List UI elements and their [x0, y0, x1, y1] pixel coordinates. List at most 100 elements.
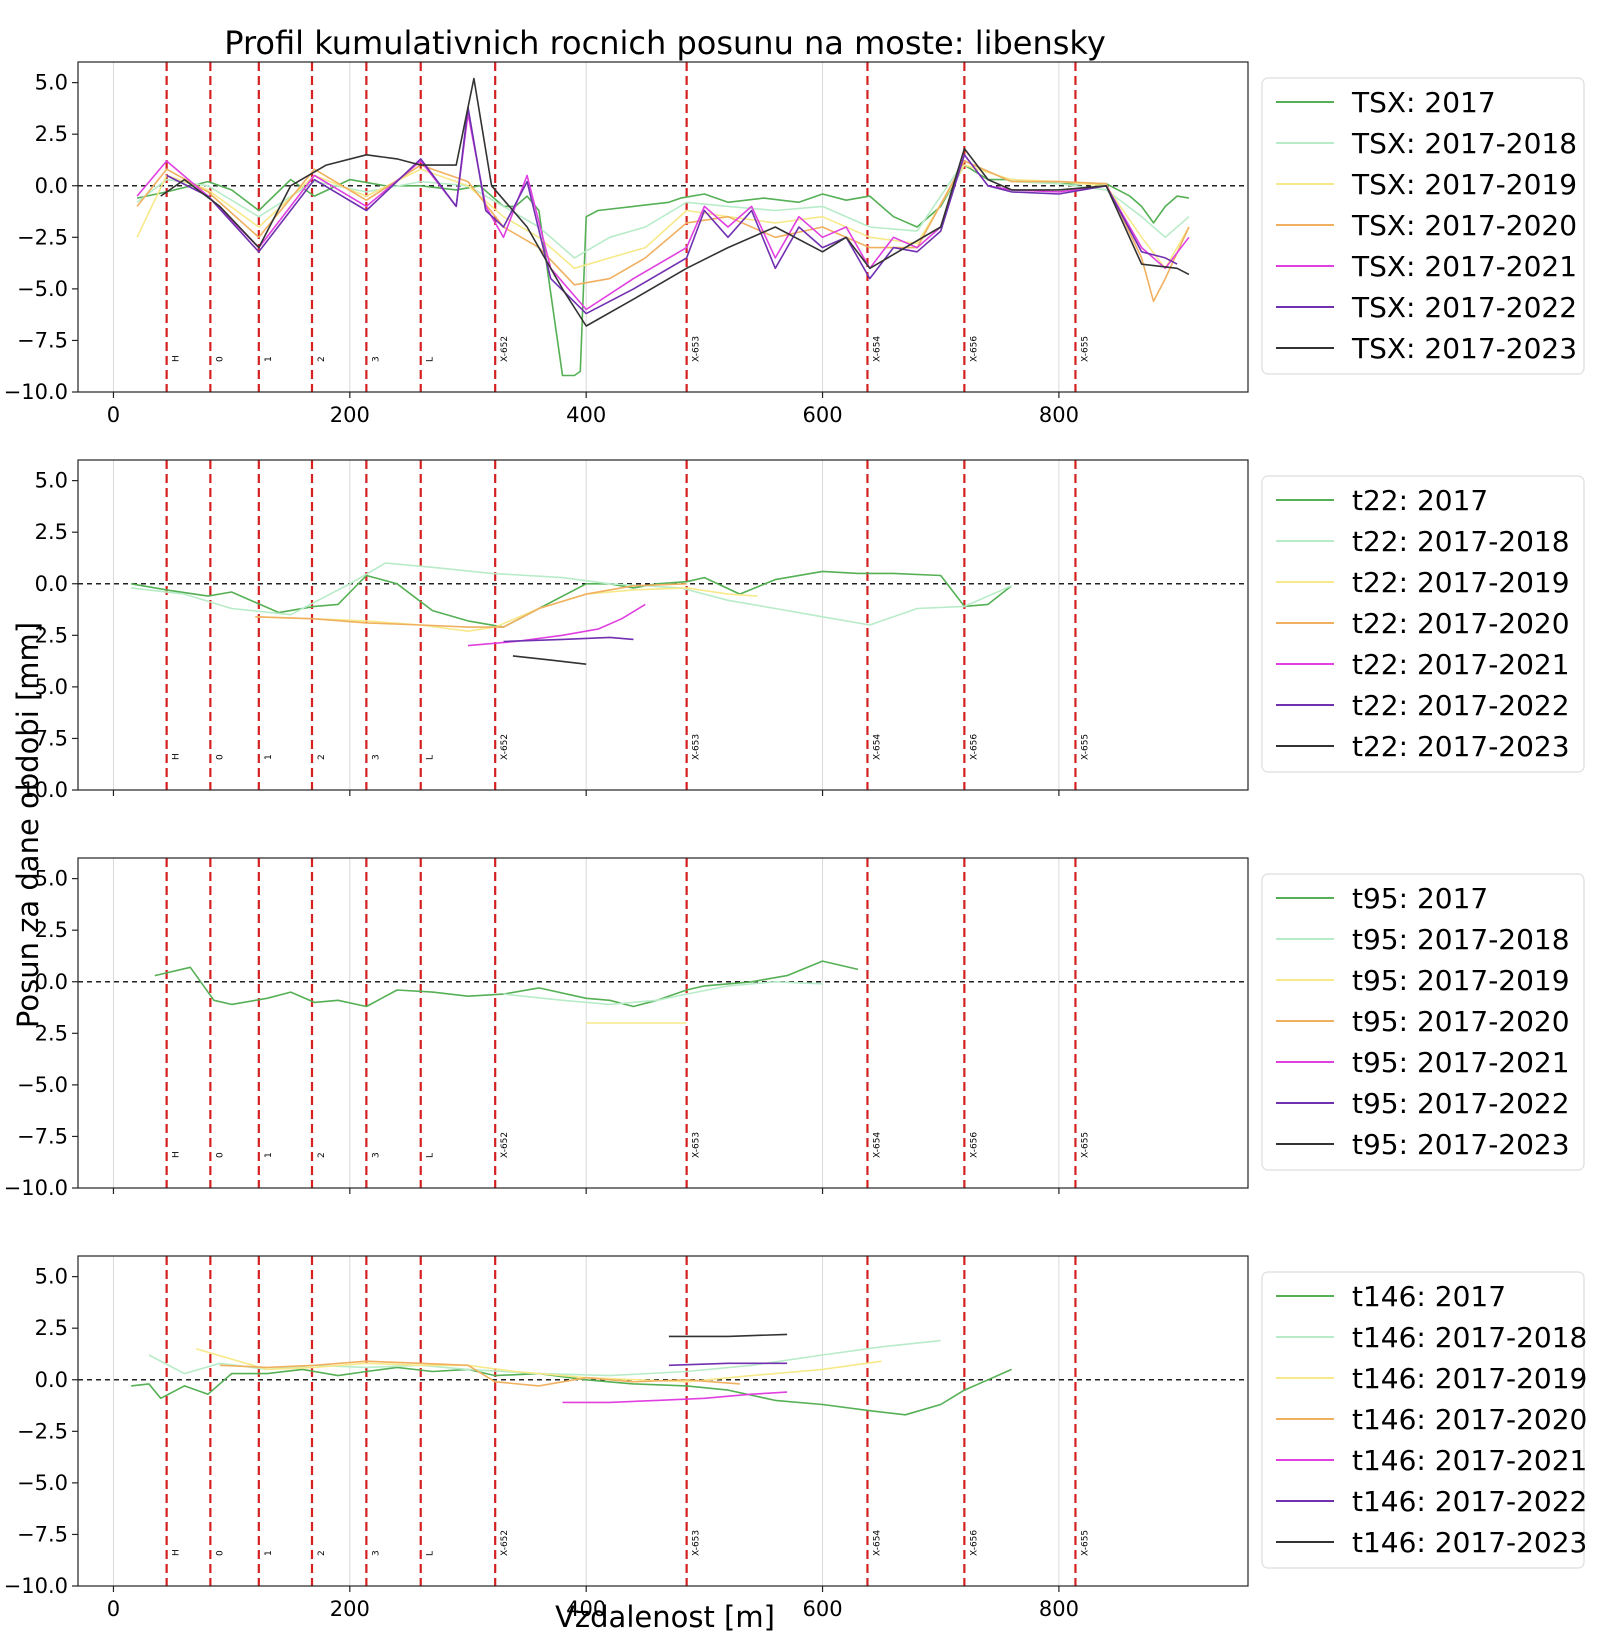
legend-entry: t146: 2017-2018 — [1352, 1321, 1587, 1354]
legend-entry: t95: 2017 — [1352, 882, 1488, 915]
section-marker-label: X-655 — [1080, 1530, 1090, 1556]
section-marker-label: L — [426, 1153, 436, 1158]
y-tick-label: −2.5 — [17, 225, 68, 249]
y-tick-label: 5.0 — [35, 71, 68, 95]
y-tick-label: −7.5 — [17, 1124, 68, 1148]
x-tick-label: 0 — [107, 403, 120, 427]
section-marker-label: X-653 — [692, 1530, 702, 1556]
x-tick-label: 400 — [566, 403, 606, 427]
legend-TSX: TSX: 2017 TSX: 2017-2018 TSX: 2017-2019 TSX… — [1261, 77, 1585, 375]
y-tick-label: −5.0 — [17, 1073, 68, 1097]
series-line-2017 — [131, 1366, 1012, 1416]
plot-frame — [77, 1255, 1249, 1587]
legend-entry: t22: 2017-2018 — [1352, 525, 1570, 558]
section-marker-label: H — [172, 753, 182, 760]
section-marker-label: 2 — [317, 1550, 327, 1556]
series-line-2017-2020 — [255, 583, 687, 628]
y-tick-label: 0.0 — [35, 174, 68, 198]
section-marker-label: X-654 — [872, 1132, 882, 1158]
legend-entry: TSX: 2017-2018 — [1351, 127, 1577, 160]
legend-t146: t146: 2017 t146: 2017-2018 t146: 2017-2019… — [1261, 1271, 1587, 1569]
y-tick-label: −10.0 — [4, 1176, 68, 1200]
section-marker-label: 1 — [264, 1550, 274, 1556]
legend-entry: t22: 2017-2023 — [1352, 730, 1570, 763]
y-tick-label: 2.5 — [35, 1021, 68, 1045]
legend-entry: t22: 2017 — [1352, 484, 1488, 517]
legend-entry: t95: 2017-2019 — [1352, 964, 1570, 997]
y-tick-label: 5.0 — [35, 675, 68, 699]
y-tick-label: 5.0 — [35, 1265, 68, 1289]
panel-t146: H 0 1 2 3 L X-652 X-653 X-654 X-656 X-655 5.0 2.5 0.0… — [4, 1255, 1587, 1621]
legend-entry: TSX: 2017-2021 — [1351, 250, 1577, 283]
legend-box — [1261, 873, 1585, 1171]
section-marker-label: H — [172, 1151, 182, 1158]
section-marker-label: X-652 — [500, 1132, 510, 1158]
y-tick-label: 2.5 — [35, 918, 68, 942]
legend-entry: t22: 2017-2019 — [1352, 566, 1570, 599]
section-marker-label: 1 — [264, 754, 274, 760]
panel-t95: H 0 1 2 3 L X-652 X-653 X-654 X-656 X-655 5.0 2.5 0.0… — [4, 857, 1585, 1200]
legend-entry: t146: 2017-2020 — [1352, 1403, 1587, 1436]
section-marker-label: X-654 — [872, 1530, 882, 1556]
series-line-2017-2018 — [503, 980, 823, 1006]
series-line-2017-2023 — [160, 77, 1190, 327]
legend-t22: t22: 2017 t22: 2017-2018 t22: 2017-2019 t22… — [1261, 475, 1585, 773]
section-marker-label: 3 — [371, 1550, 381, 1556]
section-marker-label: 0 — [215, 1550, 225, 1556]
series-line-2017 — [131, 570, 1013, 628]
series-line-2017-2022 — [503, 636, 634, 643]
section-marker-label: X-656 — [969, 734, 979, 760]
series-line-2017-2018 — [148, 1339, 941, 1377]
y-axis-label: Posun za dane obdobi [mm] — [11, 622, 45, 1028]
legend-box — [1261, 1271, 1585, 1569]
section-marker-label: X-655 — [1080, 336, 1090, 362]
legend-entry: t146: 2017-2023 — [1352, 1526, 1587, 1559]
series-line-2017-2021 — [562, 1391, 788, 1404]
panel-t22: H 0 1 2 3 L X-652 X-653 X-654 X-656 X-655 5.0 2.5 0.0… — [21, 459, 1585, 802]
legend-entry: t95: 2017-2020 — [1352, 1005, 1570, 1038]
section-marker-label: X-653 — [692, 1132, 702, 1158]
section-marker-label: 0 — [215, 1152, 225, 1158]
section-marker-label: X-654 — [872, 336, 882, 362]
legend-entry: TSX: 2017-2023 — [1351, 332, 1577, 365]
section-marker-label: 0 — [215, 754, 225, 760]
y-tick-label: 7.5 — [35, 726, 68, 750]
legend-entry: t95: 2017-2021 — [1352, 1046, 1570, 1079]
y-tick-label: −7.5 — [17, 1522, 68, 1546]
section-marker-label: X-656 — [969, 336, 979, 362]
panel-TSX: H 0 1 2 3 L X-652 X-653 X-654 X-656 X-655 5.0 2.5 0.0… — [4, 61, 1585, 427]
section-marker-label: X-655 — [1080, 1132, 1090, 1158]
section-marker-label: 3 — [371, 356, 381, 362]
x-tick-label: 400 — [566, 1597, 606, 1621]
x-tick-label: 200 — [330, 403, 370, 427]
legend-entry: TSX: 2017-2020 — [1351, 209, 1577, 242]
y-tick-label: −2.5 — [17, 1419, 68, 1443]
legend-entry: TSX: 2017-2019 — [1351, 168, 1577, 201]
section-marker-label: 2 — [317, 754, 327, 760]
section-marker-label: H — [172, 355, 182, 362]
legend-entry: TSX: 2017-2022 — [1351, 291, 1577, 324]
section-marker-label: 1 — [264, 1152, 274, 1158]
legend-entry: t22: 2017-2021 — [1352, 648, 1570, 681]
x-tick-label: 800 — [1039, 403, 1079, 427]
y-tick-label: −7.5 — [17, 328, 68, 352]
series-line-2017-2018 — [131, 562, 1012, 626]
section-marker-label: X-652 — [500, 734, 510, 760]
section-marker-label: X-656 — [969, 1132, 979, 1158]
legend-entry: t22: 2017-2020 — [1352, 607, 1570, 640]
legend-entry: t146: 2017 — [1352, 1280, 1506, 1313]
legend-box — [1261, 475, 1585, 773]
plot-frame — [77, 857, 1249, 1189]
series-line-2017 — [154, 960, 859, 1008]
y-tick-label: 5.0 — [35, 469, 68, 493]
series-line-2017-2020 — [136, 160, 1190, 303]
section-marker-label: 3 — [371, 754, 381, 760]
y-tick-label: 2.5 — [35, 520, 68, 544]
x-tick-label: 800 — [1039, 1597, 1079, 1621]
section-marker-label: X-653 — [692, 734, 702, 760]
legend-entry: TSX: 2017 — [1351, 86, 1496, 119]
legend-entry: t95: 2017-2018 — [1352, 923, 1570, 956]
section-marker-label: X-652 — [500, 1530, 510, 1556]
y-tick-label: 0.0 — [35, 1368, 68, 1392]
